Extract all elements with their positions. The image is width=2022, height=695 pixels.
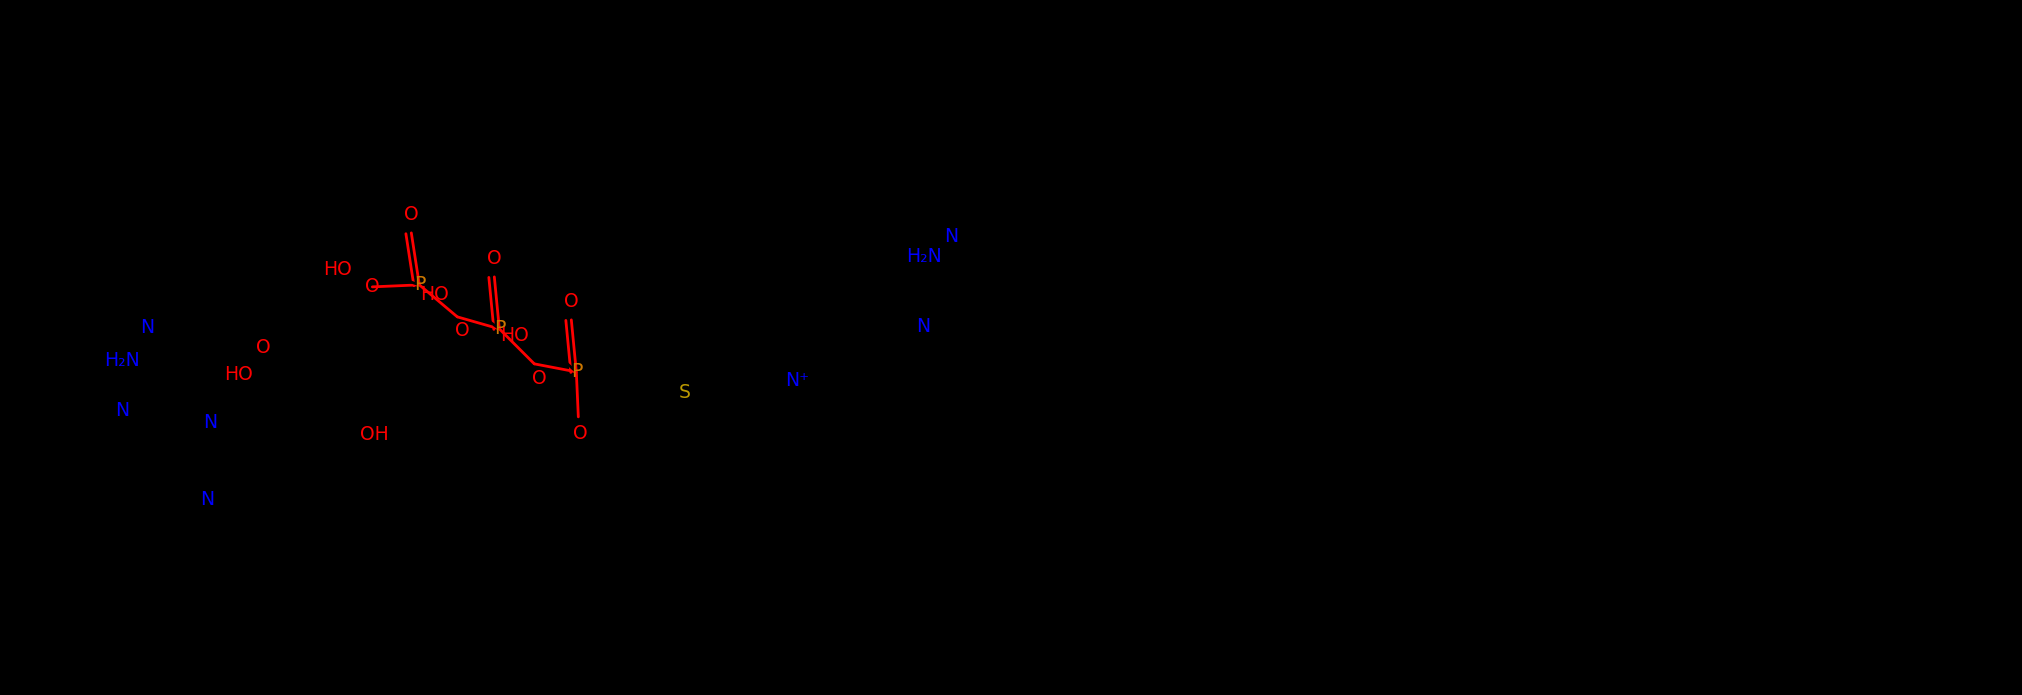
Text: P: P (570, 362, 582, 382)
Text: P: P (493, 320, 506, 338)
Text: HO: HO (224, 365, 253, 384)
Text: O: O (572, 425, 588, 443)
Text: HO: HO (324, 261, 352, 279)
Text: O: O (366, 277, 380, 296)
Text: O: O (255, 338, 271, 357)
Text: O: O (532, 369, 546, 389)
Text: O: O (455, 321, 469, 341)
Text: S: S (679, 384, 690, 402)
Text: HO: HO (421, 286, 449, 304)
Text: N: N (140, 318, 154, 336)
Text: O: O (404, 205, 419, 224)
Text: P: P (415, 275, 425, 295)
Text: N: N (916, 317, 930, 336)
Text: H₂N: H₂N (105, 350, 140, 370)
Text: OH: OH (360, 425, 388, 444)
Text: N: N (944, 227, 958, 246)
Text: N⁺: N⁺ (785, 371, 809, 390)
Text: O: O (564, 293, 578, 311)
Text: N: N (115, 400, 129, 420)
Text: H₂N: H₂N (906, 247, 942, 266)
Text: O: O (487, 250, 501, 268)
Text: N: N (200, 490, 214, 509)
Text: N: N (202, 414, 216, 432)
Text: HO: HO (501, 327, 530, 345)
